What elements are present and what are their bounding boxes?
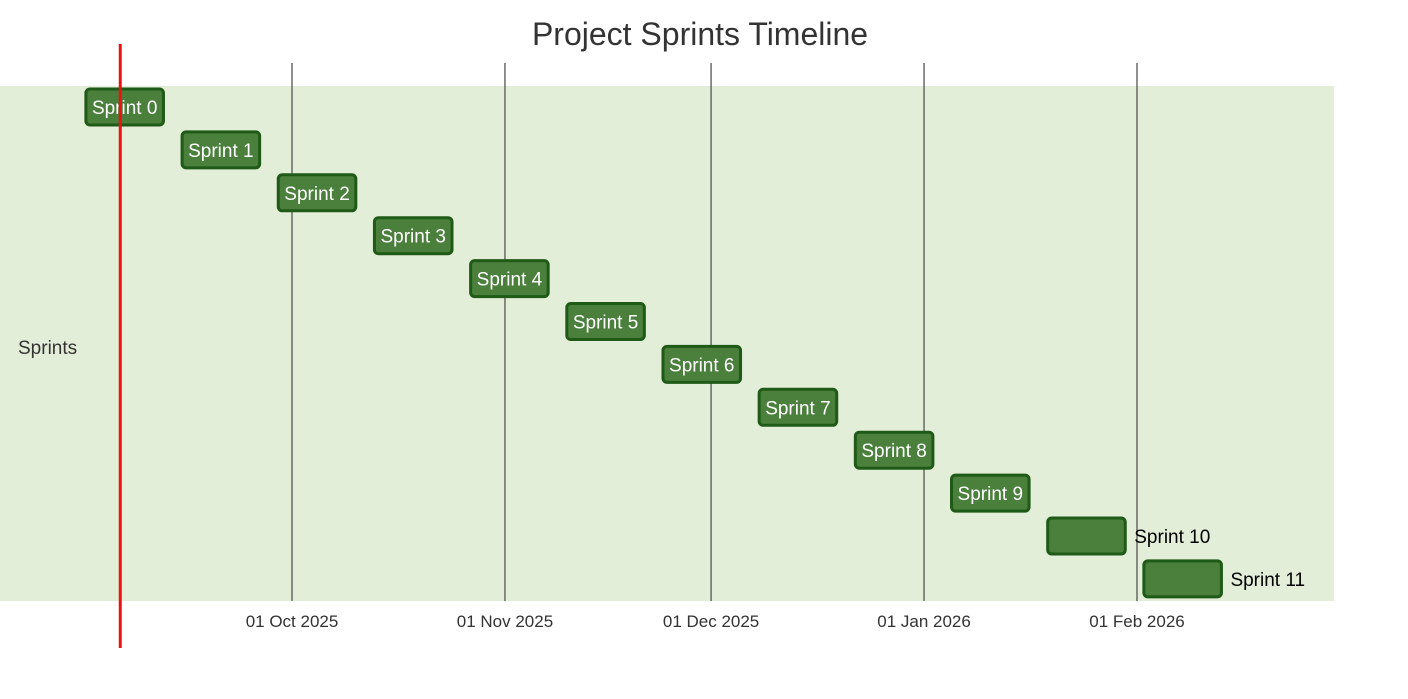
task-bar [276, 173, 358, 213]
task-label: Sprint 7 [765, 398, 830, 419]
task-bar [1142, 559, 1223, 599]
task-label: Sprint 10 [1134, 527, 1210, 548]
section-label: Sprints [18, 338, 77, 359]
chart-title: Project Sprints Timeline [532, 16, 868, 52]
task-bar [180, 130, 262, 170]
task-label: Sprint 5 [573, 313, 638, 334]
task-bar [372, 216, 454, 256]
task-label: Sprint 1 [188, 141, 253, 162]
section-band [0, 86, 1334, 601]
task-label: Sprint 0 [92, 98, 157, 119]
x-tick-label: 01 Dec 2025 [663, 612, 759, 631]
x-tick-label: 01 Feb 2026 [1089, 612, 1184, 631]
task-bar-group: Sprint 0 [84, 87, 165, 127]
task-label: Sprint 8 [861, 441, 926, 462]
task-label: Sprint 2 [284, 184, 349, 205]
task-bar [84, 87, 165, 127]
task-bar [1046, 516, 1127, 556]
x-tick-label: 01 Nov 2025 [457, 612, 553, 631]
task-bar-group: Sprint 3 [372, 216, 454, 256]
task-bar-group: Sprint 6 [661, 344, 743, 384]
task-label: Sprint 6 [669, 355, 734, 376]
task-bar [565, 302, 646, 341]
task-bar-group: Sprint 10 [1046, 516, 1210, 556]
x-tick-label: 01 Oct 2025 [246, 612, 339, 631]
task-label: Sprint 4 [477, 270, 543, 291]
task-bar [853, 430, 935, 470]
x-axis-tick-labels: 01 Oct 2025 01 Nov 2025 01 Dec 2025 01 Jan … [246, 612, 1185, 631]
task-bar-group: Sprint 5 [565, 302, 646, 341]
task-label: Sprint 3 [380, 227, 445, 248]
task-bar-group: Sprint 1 [180, 130, 262, 170]
task-bar [757, 387, 839, 427]
x-tick-label: 01 Jan 2026 [877, 612, 971, 631]
task-bar-group: Sprint 7 [757, 387, 839, 427]
task-bar [469, 259, 550, 299]
task-bar-group: Sprint 2 [276, 173, 358, 213]
task-bar-group: Sprint 9 [950, 473, 1031, 513]
task-bar-group: Sprint 4 [469, 259, 550, 299]
task-label: Sprint 9 [958, 484, 1023, 505]
task-bar-group: Sprint 8 [853, 430, 935, 470]
task-label: Sprint 11 [1230, 570, 1305, 591]
task-bar [950, 473, 1031, 513]
task-bar-group: Sprint 11 [1142, 559, 1305, 599]
task-bars: Sprint 0 Sprint 1 Sprint 2 Sprint 3 Sprint 4… [84, 87, 1305, 599]
task-bar [661, 344, 743, 384]
grid-lines [291, 63, 1138, 601]
